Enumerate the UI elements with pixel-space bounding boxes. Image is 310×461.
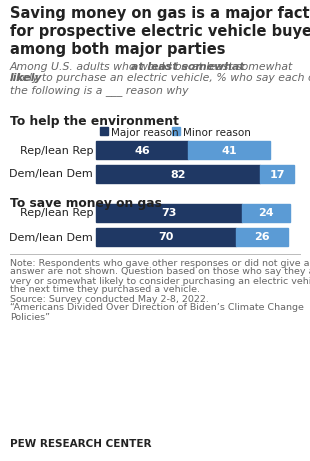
Bar [96, 229, 236, 247]
Text: Saving money on gas is a major factor
for prospective electric vehicle buyers
am: Saving money on gas is a major factor fo… [10, 6, 310, 57]
Text: 46: 46 [134, 146, 150, 155]
Text: 17: 17 [269, 170, 285, 179]
Text: Source: Survey conducted May 2-8, 2022.: Source: Survey conducted May 2-8, 2022. [10, 295, 209, 303]
Text: Dem/lean Dem: Dem/lean Dem [9, 170, 93, 179]
Bar [96, 142, 188, 160]
Text: Minor reason: Minor reason [183, 129, 251, 138]
Text: 73: 73 [161, 208, 177, 219]
Text: 24: 24 [258, 208, 274, 219]
Text: very or somewhat likely to consider purchasing an electric vehicle: very or somewhat likely to consider purc… [10, 277, 310, 285]
Text: Rep/lean Rep: Rep/lean Rep [20, 208, 93, 219]
Bar [100, 128, 108, 136]
Bar [236, 229, 288, 247]
Text: the next time they purchased a vehicle.: the next time they purchased a vehicle. [10, 285, 200, 295]
Text: Policies”: Policies” [10, 313, 50, 321]
Bar [172, 128, 180, 136]
Text: To save money on gas: To save money on gas [10, 197, 162, 211]
Text: Major reason: Major reason [111, 129, 179, 138]
Text: “Americans Divided Over Direction of Biden’s Climate Change: “Americans Divided Over Direction of Bid… [10, 303, 304, 313]
Text: 41: 41 [221, 146, 237, 155]
Bar [96, 165, 260, 183]
Text: Among U.S. adults who would be at least somewhat: Among U.S. adults who would be at least … [10, 62, 293, 72]
Text: the following is a ___ reason why: the following is a ___ reason why [10, 85, 188, 96]
Bar [96, 205, 242, 223]
Text: To help the environment: To help the environment [10, 114, 179, 128]
Text: 70: 70 [158, 232, 174, 242]
Text: 82: 82 [170, 170, 186, 179]
Bar [188, 142, 270, 160]
Text: likely to purchase an electric vehicle, % who say each of: likely to purchase an electric vehicle, … [10, 73, 310, 83]
Text: PEW RESEARCH CENTER: PEW RESEARCH CENTER [10, 439, 152, 449]
Text: 26: 26 [254, 232, 270, 242]
Text: answer are not shown. Question based on those who say they are: answer are not shown. Question based on … [10, 267, 310, 277]
Text: Dem/lean Dem: Dem/lean Dem [9, 232, 93, 242]
Text: at least somewhat: at least somewhat [131, 62, 245, 72]
Bar [242, 205, 290, 223]
Bar [260, 165, 294, 183]
Text: likely: likely [10, 73, 43, 83]
Text: Note: Respondents who gave other responses or did not give an: Note: Respondents who gave other respons… [10, 259, 310, 267]
Text: Rep/lean Rep: Rep/lean Rep [20, 146, 93, 155]
